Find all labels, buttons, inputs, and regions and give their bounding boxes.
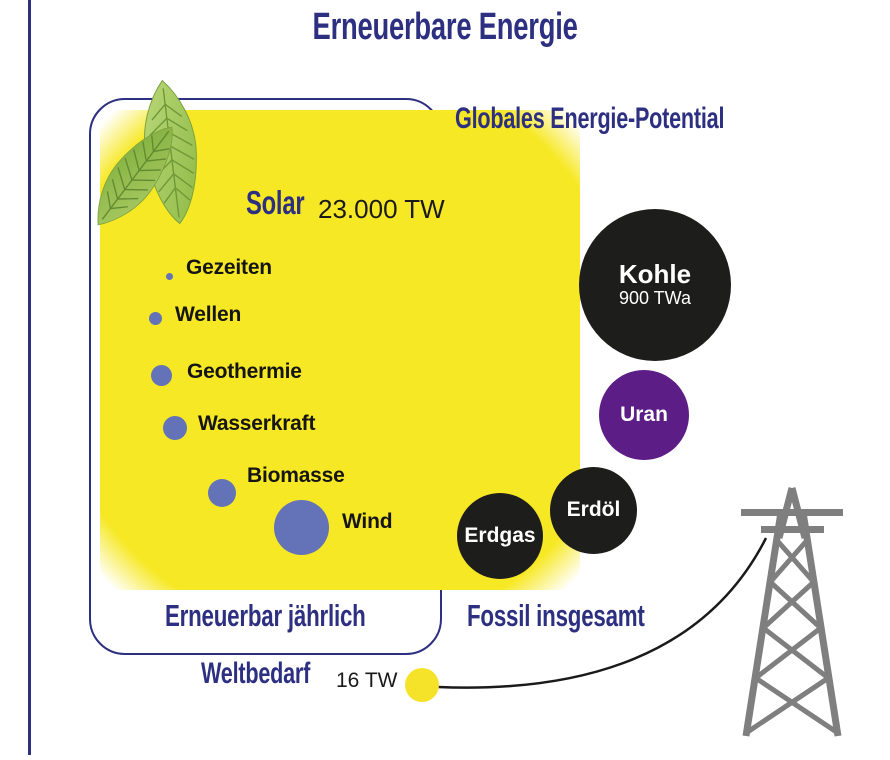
bubble-geothermie (151, 365, 172, 386)
bubble-gezeiten (166, 273, 173, 280)
label-wasserkraft: Wasserkraft (198, 412, 316, 435)
bubble-biomasse (208, 479, 236, 507)
renewable-caption-row: Erneuerbar jährlich (89, 598, 441, 633)
kohle-label: Kohle (618, 258, 692, 289)
label-wind: Wind (342, 510, 393, 533)
subtitle: Globales Energie-Potential (455, 102, 725, 135)
bubble-wasserkraft (163, 416, 187, 440)
bubble-wind (274, 500, 329, 555)
kohle-value: 900 TWa (618, 287, 692, 308)
transmission-tower-icon (741, 487, 843, 737)
label-biomasse: Biomasse (247, 464, 345, 487)
label-gezeiten: Gezeiten (186, 256, 272, 279)
demand-label: Weltbedarf (201, 657, 311, 690)
demand-value: 16 TW (336, 669, 398, 692)
bubble-wellen (149, 312, 162, 325)
erdoel-label: Erdöl (566, 498, 621, 522)
bubble-erdgas: Erdgas (457, 493, 543, 579)
uran-label: Uran (620, 402, 668, 426)
fossil-caption-row: Fossil insgesamt (467, 598, 714, 633)
renewable-caption: Erneuerbar jährlich (164, 598, 366, 633)
demand-dot (405, 668, 439, 702)
subtitle-row: Globales Energie-Potential (455, 103, 829, 135)
solar-label-row: Solar (246, 184, 327, 221)
fossil-caption: Fossil insgesamt (467, 598, 645, 633)
solar-label: Solar (246, 184, 305, 221)
label-wellen: Wellen (175, 303, 242, 326)
bubble-kohle: Kohle 900 TWa (579, 209, 731, 361)
bubble-uran: Uran (599, 370, 689, 460)
label-geothermie: Geothermie (187, 360, 302, 383)
erdgas-label: Erdgas (464, 523, 536, 547)
page-title: Erneuerbare Energie (312, 6, 578, 48)
solar-value: 23.000 TW (318, 194, 445, 224)
demand-label-row: Weltbedarf (201, 658, 352, 690)
left-border-line (28, 0, 31, 755)
page-title-row: Erneuerbare Energie (0, 6, 890, 48)
bubble-erdoel: Erdöl (550, 467, 637, 554)
